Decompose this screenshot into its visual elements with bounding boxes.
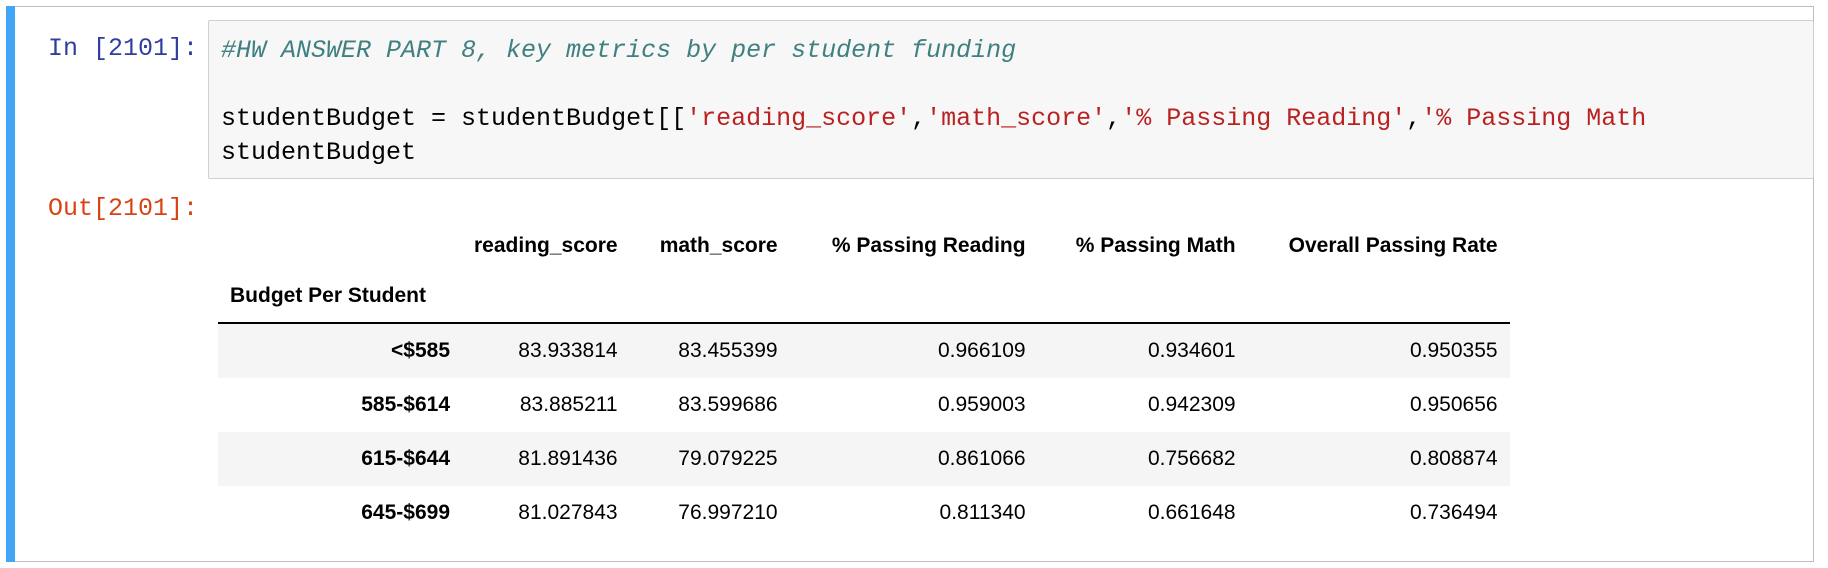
- cell-selection-bar: [6, 6, 15, 562]
- output-prompt: Out[2101]:: [47, 194, 198, 223]
- table-cell: 81.891436: [518, 447, 618, 470]
- table-cell: 0.756682: [1147, 447, 1236, 470]
- code-text[interactable]: #HW ANSWER PART 8, key metrics by per st…: [221, 34, 1646, 170]
- table-cell: 0.811340: [939, 501, 1026, 524]
- column-header: math_score: [659, 233, 778, 257]
- code-string: '% Passing Reading': [1121, 104, 1407, 133]
- blank-header-cell: [789, 269, 1038, 324]
- output-area: reading_score math_score % Passing Readi…: [218, 222, 1510, 540]
- dataframe-table: reading_score math_score % Passing Readi…: [218, 222, 1510, 540]
- table-cell: 83.599686: [678, 393, 778, 416]
- input-prompt: In [2101]:: [47, 34, 198, 63]
- code-line-2: studentBudget = studentBudget[['reading_…: [221, 104, 1647, 133]
- row-index: 645-$699: [361, 501, 450, 524]
- table-cell: 0.661648: [1147, 501, 1236, 524]
- table-cell: 0.861066: [937, 447, 1026, 470]
- code-line-3: studentBudget: [221, 138, 417, 167]
- column-header: reading_score: [474, 233, 618, 257]
- table-cell: 79.079225: [678, 447, 778, 470]
- column-header: Overall Passing Rate: [1288, 233, 1498, 257]
- index-name: Budget Per Student: [218, 269, 462, 324]
- blank-header-cell: [629, 269, 790, 324]
- table-cell: 0.808874: [1409, 447, 1498, 470]
- blank-header-cell: [1247, 269, 1510, 324]
- column-header-row: reading_score math_score % Passing Readi…: [218, 222, 1510, 269]
- table-cell: 83.455399: [678, 339, 778, 362]
- table-row: 645-$699 81.027843 76.997210 0.811340 0.…: [218, 486, 1510, 540]
- code-string: 'math_score': [926, 104, 1107, 133]
- table-cell: 0.966109: [937, 339, 1026, 362]
- table-cell: 0.950355: [1409, 339, 1498, 362]
- table-cell: 83.933814: [518, 339, 618, 362]
- row-index: 615-$644: [361, 447, 450, 470]
- table-cell: 81.027843: [518, 501, 618, 524]
- table-row: <$585 83.933814 83.455399 0.966109 0.934…: [218, 323, 1510, 378]
- table-row: 585-$614 83.885211 83.599686 0.959003 0.…: [218, 378, 1510, 432]
- table-row: 615-$644 81.891436 79.079225 0.861066 0.…: [218, 432, 1510, 486]
- table-cell: 0.959003: [937, 393, 1026, 416]
- code-comment: #HW ANSWER PART 8, key metrics by per st…: [221, 36, 1017, 65]
- column-header: % Passing Math: [1075, 233, 1236, 257]
- column-header: % Passing Reading: [831, 233, 1026, 257]
- table-cell: 0.942309: [1147, 393, 1236, 416]
- table-cell: 83.885211: [519, 393, 618, 416]
- code-string: '% Passing Math: [1421, 104, 1647, 133]
- blank-header-cell: [218, 222, 462, 269]
- table-cell: 0.950656: [1409, 393, 1498, 416]
- code-assignment: studentBudget = studentBudget[[: [221, 104, 687, 133]
- table-cell: 0.934601: [1147, 339, 1236, 362]
- blank-header-cell: [462, 269, 630, 324]
- code-string: 'reading_score': [686, 104, 912, 133]
- row-index: <$585: [391, 339, 450, 362]
- table-cell: 76.997210: [678, 501, 778, 524]
- index-name-row: Budget Per Student: [218, 269, 1510, 324]
- row-index: 585-$614: [361, 393, 450, 416]
- blank-header-cell: [1037, 269, 1248, 324]
- table-cell: 0.736494: [1409, 501, 1498, 524]
- code-editor[interactable]: #HW ANSWER PART 8, key metrics by per st…: [208, 20, 1814, 179]
